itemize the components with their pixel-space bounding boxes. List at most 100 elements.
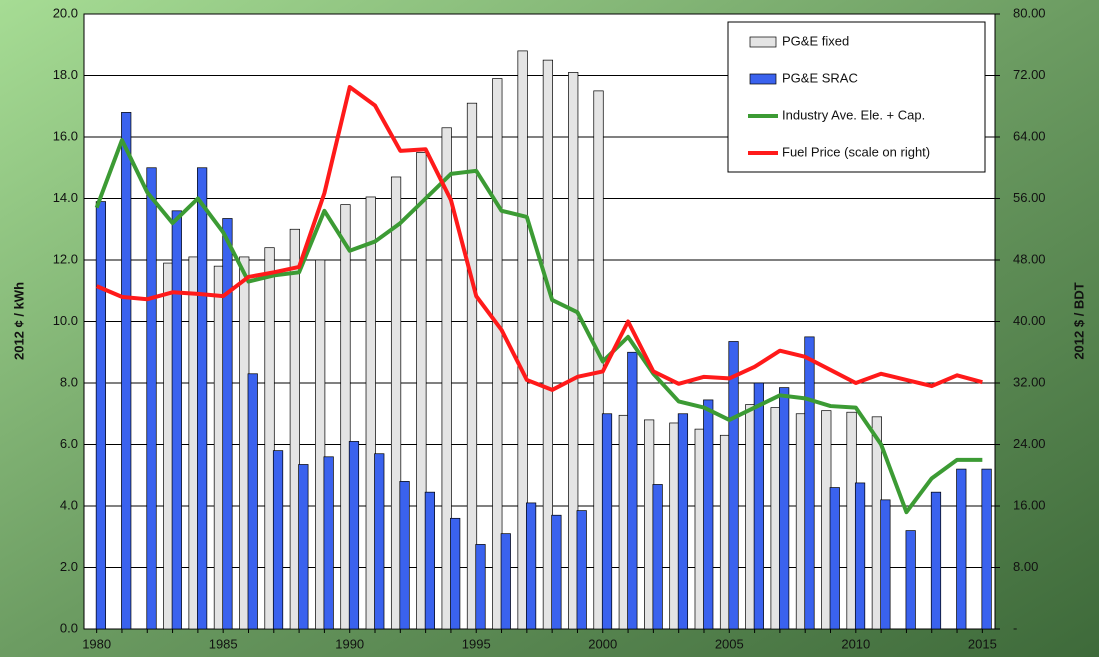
y2-tick-label: 72.00	[1013, 67, 1046, 82]
bar	[466, 102, 478, 630]
bar	[551, 514, 562, 630]
y-tick-label: 10.0	[53, 313, 78, 328]
bar	[441, 127, 452, 630]
bar	[770, 407, 781, 630]
legend-label: PG&E SRAC	[782, 70, 858, 85]
y-tick-label: 14.0	[53, 190, 78, 205]
bar	[846, 411, 857, 630]
bar	[213, 265, 225, 630]
bar	[390, 176, 402, 630]
bar	[399, 481, 410, 630]
bar	[753, 382, 764, 630]
y2-tick-label: 40.00	[1013, 313, 1046, 328]
bar	[424, 491, 435, 630]
legend-swatch	[749, 36, 777, 48]
bar	[146, 167, 157, 630]
y-tick-label: 2.0	[60, 559, 78, 574]
x-tick-label: 1985	[209, 636, 238, 651]
y2-tick-label: 24.00	[1013, 436, 1046, 451]
y2-tick-label: 8.00	[1013, 559, 1038, 574]
bar	[340, 204, 351, 630]
bar	[652, 484, 663, 630]
x-tick-label: 1990	[335, 636, 364, 651]
bar	[601, 413, 613, 630]
legend-swatch	[749, 73, 777, 85]
x-tick-label: 2010	[841, 636, 870, 651]
bar	[475, 544, 486, 630]
bar	[880, 499, 891, 630]
bar	[500, 533, 511, 630]
x-tick-label: 2005	[715, 636, 744, 651]
bar	[821, 410, 832, 630]
y2-tick-label: 16.00	[1013, 497, 1046, 512]
bar	[171, 210, 182, 630]
legend-label: Industry Ave. Ele. + Cap.	[782, 107, 925, 122]
y-tick-label: 12.0	[53, 251, 78, 266]
bar	[348, 441, 360, 630]
bar	[694, 428, 705, 630]
bar	[289, 228, 300, 630]
bar	[197, 167, 208, 630]
y-tick-label: 16.0	[53, 128, 78, 143]
bar	[779, 387, 790, 630]
bar	[188, 256, 199, 630]
bar	[517, 50, 528, 630]
x-tick-label: 1980	[82, 636, 111, 651]
bar	[745, 404, 756, 630]
bar	[956, 468, 967, 630]
bar	[542, 59, 554, 630]
y2-tick-label: 64.00	[1013, 128, 1046, 143]
y-tick-label: 6.0	[60, 436, 78, 451]
y-tick-label: 8.0	[60, 374, 78, 389]
y-axis-label: 2012 ¢ / kWh	[11, 282, 26, 360]
bar	[728, 341, 739, 630]
y2-tick-label: -	[1013, 620, 1017, 635]
y2-tick-label: 80.00	[1013, 5, 1046, 20]
bar	[222, 218, 233, 630]
y2-tick-label: 32.00	[1013, 374, 1046, 389]
bar	[627, 351, 638, 630]
bar	[576, 510, 587, 630]
bar	[163, 262, 174, 630]
bar	[703, 399, 714, 630]
x-tick-label: 2000	[588, 636, 617, 651]
line	[94, 138, 983, 515]
bar	[239, 256, 250, 630]
bar	[905, 530, 916, 630]
bar	[618, 414, 629, 630]
bar	[930, 491, 942, 630]
x-tick-label: 2015	[968, 636, 997, 651]
bar	[374, 453, 385, 630]
bar	[981, 468, 992, 630]
y-tick-label: 4.0	[60, 497, 78, 512]
y2-axis-label: 2012 $ / BDT	[1071, 282, 1086, 359]
bar	[644, 419, 655, 630]
legend-label: PG&E fixed	[782, 33, 849, 48]
line	[95, 85, 983, 392]
bar	[719, 434, 731, 630]
bar	[121, 112, 132, 630]
bar	[365, 196, 376, 630]
bar	[568, 72, 579, 630]
bar	[298, 464, 309, 630]
bar	[416, 152, 427, 630]
bar	[871, 416, 882, 630]
bar	[272, 450, 284, 630]
bar	[804, 336, 815, 630]
bar	[829, 487, 840, 630]
bar	[795, 413, 807, 630]
bar	[450, 517, 461, 630]
legend-label: Fuel Price (scale on right)	[782, 144, 930, 159]
y-tick-label: 18.0	[53, 67, 78, 82]
x-tick-label: 1995	[462, 636, 491, 651]
bar	[492, 78, 503, 630]
y2-tick-label: 56.00	[1013, 190, 1046, 205]
bar	[854, 482, 866, 630]
y2-tick-label: 48.00	[1013, 251, 1046, 266]
y-tick-label: 0.0	[60, 620, 78, 635]
bar	[247, 373, 258, 630]
bar	[264, 247, 275, 630]
bar	[95, 201, 107, 630]
bar	[315, 259, 326, 630]
